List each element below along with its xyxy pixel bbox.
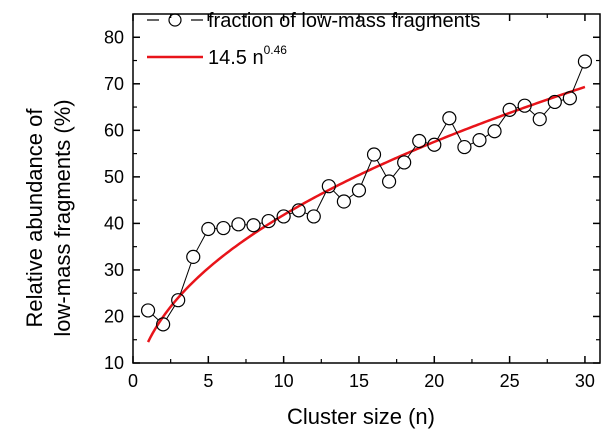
- x-tick-label: 10: [274, 371, 294, 391]
- data-segment: [333, 190, 340, 198]
- fit-curve-layer: [146, 85, 586, 343]
- data-point: [140, 303, 156, 318]
- data-segment: [451, 123, 462, 142]
- data-point: [306, 209, 321, 224]
- x-tick-label: 15: [349, 371, 369, 391]
- data-point: [547, 94, 562, 110]
- data-segment: [392, 167, 401, 177]
- data-segment: [361, 160, 372, 185]
- data-point: [261, 213, 276, 229]
- data-point: [442, 111, 457, 126]
- axes-frame: [132, 13, 601, 364]
- data-point: [412, 133, 427, 149]
- data-point: [291, 203, 306, 218]
- y-tick-label: 40: [104, 213, 124, 233]
- y-tick-label: 70: [104, 74, 124, 94]
- data-point: [321, 179, 336, 194]
- y-tick-label: 30: [104, 260, 124, 280]
- legend-label-fit: 14.5 n0.46: [208, 43, 287, 69]
- data-point: [156, 317, 171, 332]
- y-axis-title-line-1: Relative abundance of: [22, 108, 47, 328]
- data-segment: [437, 123, 447, 140]
- x-tick-label: 30: [575, 371, 595, 391]
- data-segment: [484, 134, 490, 138]
- x-axis-title: Cluster size (n): [287, 404, 435, 429]
- legend-label-fit-exponent: 0.46: [264, 43, 288, 57]
- data-point: [472, 133, 487, 148]
- plot-border: [132, 13, 601, 364]
- data-point: [562, 91, 577, 106]
- y-tick-label: 80: [104, 27, 124, 47]
- x-tick-label: 0: [128, 371, 138, 391]
- data-segment: [316, 191, 327, 211]
- y-axis-title-line-2: low-mass fragments (%): [50, 99, 75, 336]
- data-point: [186, 249, 201, 265]
- y-tick-label: 60: [104, 120, 124, 140]
- data-series-layer: [140, 54, 593, 332]
- data-point: [201, 221, 216, 237]
- data-point: [427, 137, 442, 152]
- data-point: [457, 139, 472, 155]
- data-point: [577, 54, 593, 69]
- data-point: [366, 147, 382, 162]
- data-segment: [407, 146, 416, 158]
- y-tick-label: 20: [104, 306, 124, 326]
- data-segment: [179, 262, 192, 295]
- x-tick-label: 20: [424, 371, 444, 391]
- data-point: [517, 98, 532, 113]
- data-segment: [497, 114, 507, 127]
- data-segment: [152, 314, 159, 321]
- legend-marker: [168, 13, 182, 27]
- data-point: [381, 174, 397, 189]
- data-point: [336, 194, 352, 209]
- data-segment: [571, 67, 583, 93]
- fit-curve-line: [146, 85, 586, 343]
- legend-label-data: fraction of low-mass fragments: [208, 10, 480, 32]
- data-segment: [166, 305, 176, 320]
- data-point: [397, 155, 412, 170]
- y-tick-label: 50: [104, 167, 124, 187]
- data-point: [502, 102, 517, 117]
- ticks-layer: 0 5 10 15 20 25 30 10 20 30 40 50 60 70 80: [104, 14, 600, 391]
- data-point: [532, 112, 547, 127]
- data-segment: [376, 159, 387, 177]
- data-point: [216, 220, 231, 236]
- data-point: [171, 293, 186, 308]
- data-point: [231, 217, 246, 232]
- x-tick-label: 25: [500, 371, 520, 391]
- data-point: [276, 209, 291, 224]
- data-segment: [543, 106, 551, 115]
- data-point: [246, 218, 261, 233]
- y-tick-label: 10: [104, 353, 124, 373]
- data-segment: [195, 234, 206, 252]
- data-segment: [529, 109, 536, 116]
- legend: fraction of low-mass fragments 14.5 n0.46: [147, 10, 480, 69]
- data-point: [487, 124, 502, 139]
- data-segment: [348, 193, 355, 199]
- y-axis-title: Relative abundance of low-mass fragments…: [22, 99, 75, 336]
- x-tick-label: 5: [203, 371, 213, 391]
- data-segment: [470, 142, 474, 145]
- data-point: [351, 183, 367, 198]
